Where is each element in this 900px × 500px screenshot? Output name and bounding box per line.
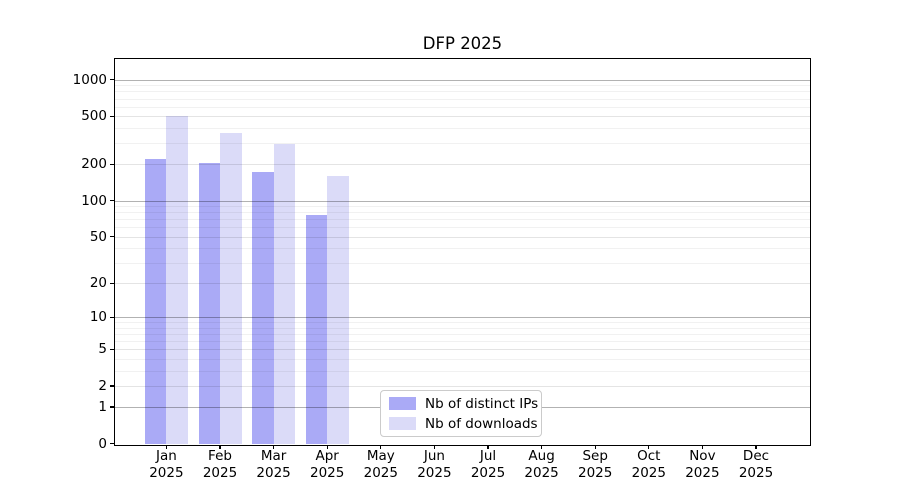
gridline [114,143,810,145]
bar-distinct-ips [198,163,220,444]
bar-distinct-ips [252,172,274,444]
y-tick-mark [109,115,114,117]
x-tick-mark [272,444,275,449]
y-tick-mark [109,443,114,445]
gridline [114,85,810,87]
x-tick-mark [540,444,543,449]
x-tick-label: Jul 2025 [470,448,506,481]
gridline [114,322,810,324]
bar-downloads [273,144,296,444]
gridline [114,200,810,202]
x-tick-label: May 2025 [363,448,398,481]
x-tick-label: Jan 2025 [149,448,184,481]
legend-label: Nb of downloads [425,415,538,432]
legend-row: Nb of distinct IPs [389,396,541,412]
gridline [114,79,810,81]
legend-row: Nb of downloads [389,416,541,432]
x-tick-mark [219,444,221,449]
y-tick-mark [109,385,114,387]
gridline [114,116,810,118]
gridline [114,262,810,264]
x-tick-mark [433,444,436,449]
x-tick-mark [380,444,382,449]
plot-area [114,59,810,445]
x-tick-label: Dec 2025 [738,448,774,481]
gridline [114,370,810,372]
x-tick-label: Jun 2025 [417,448,452,481]
chart-title: DFP 2025 [422,34,503,53]
y-tick-mark [109,79,114,81]
x-tick-label: Apr 2025 [310,448,345,481]
y-tick-label: 1 [98,399,107,416]
x-tick-label: Nov 2025 [685,448,720,481]
x-tick-label: Feb 2025 [202,448,238,481]
gridline [114,127,810,129]
bar-distinct-ips [305,214,328,444]
y-tick-label: 500 [81,108,107,125]
y-tick-label: 2 [98,377,107,394]
gridline [114,248,810,250]
x-tick-mark [701,444,704,449]
y-tick-mark [109,163,114,165]
x-tick-mark [487,444,489,449]
legend-swatch-distinct-ips [389,397,416,410]
gridline [114,349,810,351]
gridline [114,164,810,166]
x-tick-label: Mar 2025 [256,448,291,481]
gridline [114,91,810,93]
gridline [114,212,810,214]
x-tick-mark [165,444,168,449]
bar-downloads [166,116,188,444]
gridline [114,106,810,108]
y-tick-label: 10 [89,309,107,326]
gridline [114,385,810,387]
gridline [114,219,810,221]
y-tick-mark [109,282,114,284]
y-tick-label: 20 [89,275,107,292]
bar-downloads [220,133,242,444]
gridline [114,334,810,336]
y-tick-mark [109,348,114,350]
x-tick-mark [648,444,650,449]
y-tick-label: 50 [89,228,107,245]
x-tick-mark [755,444,757,449]
y-tick-label: 100 [81,192,107,209]
y-tick-label: 5 [98,341,107,358]
gridline [114,227,810,229]
y-tick-mark [109,235,114,238]
gridline [114,317,810,319]
y-tick-mark [109,316,114,319]
y-tick-label: 0 [98,435,107,452]
gridline [114,327,810,329]
gridline [114,283,810,285]
legend-swatch-downloads [389,417,416,430]
gridline [114,98,810,100]
x-tick-label: Sep 2025 [578,448,613,481]
y-tick-label: 200 [81,156,107,173]
bar-distinct-ips [144,159,167,444]
x-tick-mark [594,444,596,449]
y-tick-mark [109,199,114,202]
x-tick-mark [326,444,328,449]
bar-downloads [327,176,349,444]
gridline [114,358,810,360]
y-tick-mark [109,406,114,408]
gridline [114,341,810,343]
x-tick-label: Oct 2025 [631,448,666,481]
y-tick-label: 1000 [72,71,107,88]
gridline [114,236,810,238]
legend: Nb of distinct IPs Nb of downloads [380,390,542,437]
gridline [114,206,810,208]
x-tick-label: Aug 2025 [524,448,559,481]
legend-label: Nb of distinct IPs [425,395,539,412]
